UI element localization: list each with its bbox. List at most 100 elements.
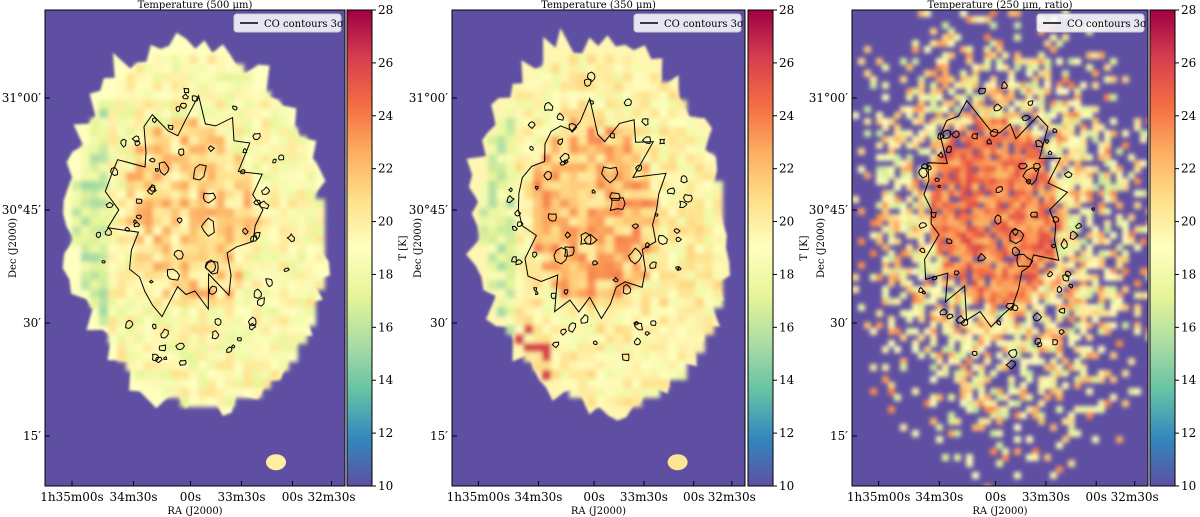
temperature-cell — [99, 280, 109, 290]
temperature-cell — [306, 271, 316, 281]
temperature-cell — [1098, 286, 1105, 293]
temperature-cell — [207, 325, 217, 335]
temperature-cell — [960, 238, 967, 245]
temperature-cell — [297, 253, 307, 263]
temperature-cell — [117, 271, 127, 281]
temperature-cell — [1008, 226, 1015, 233]
temperature-cell — [135, 145, 145, 155]
temperature-cell — [243, 136, 253, 146]
temperature-cell — [659, 199, 669, 209]
temperature-cell — [117, 208, 127, 218]
temperature-cell — [960, 214, 967, 221]
temperature-cell — [677, 154, 687, 164]
temperature-cell — [978, 376, 985, 383]
temperature-cell — [888, 274, 895, 281]
temperature-cell — [162, 334, 172, 344]
temperature-cell — [234, 163, 244, 173]
temperature-cell — [677, 343, 687, 353]
temperature-cell — [659, 145, 669, 155]
temperature-cell — [990, 136, 997, 143]
temperature-cell — [1134, 322, 1141, 329]
temperature-cell — [1140, 160, 1147, 167]
temperature-cell — [1134, 226, 1141, 233]
temperature-cell — [234, 127, 244, 137]
temperature-cell — [587, 127, 597, 137]
temperature-cell — [1020, 310, 1027, 317]
temperature-cell — [978, 274, 985, 281]
temperature-cell — [1074, 292, 1081, 299]
co-contour — [592, 260, 599, 266]
temperature-cell — [1008, 160, 1015, 167]
temperature-cell — [1080, 166, 1087, 173]
temperature-cell — [984, 376, 991, 383]
temperature-cell — [990, 184, 997, 191]
temperature-cell — [686, 145, 696, 155]
temperature-cell — [225, 370, 235, 380]
temperature-cell — [596, 190, 606, 200]
temperature-cell — [162, 181, 172, 191]
temperature-cell — [1080, 346, 1087, 353]
co-contour — [559, 152, 570, 163]
temperature-cell — [1062, 136, 1069, 143]
colorbar-tick-label: 14 — [779, 373, 795, 387]
temperature-cell — [996, 196, 1003, 203]
temperature-cell — [506, 199, 516, 209]
temperature-cell — [966, 202, 973, 209]
temperature-cell — [153, 64, 163, 74]
temperature-cell — [918, 256, 925, 263]
temperature-cell — [918, 262, 925, 269]
temperature-cell — [207, 64, 217, 74]
temperature-cell — [900, 76, 907, 83]
temperature-cell — [261, 352, 271, 362]
temperature-cell — [596, 361, 606, 371]
temperature-cell — [882, 166, 889, 173]
temperature-cell — [1038, 172, 1045, 179]
temperature-cell — [632, 325, 642, 335]
temperature-cell — [1008, 70, 1015, 77]
temperature-cell — [288, 307, 298, 317]
x-tick-label: 32m30s — [708, 490, 756, 504]
temperature-cell — [984, 112, 991, 119]
temperature-cell — [641, 127, 651, 137]
temperature-cell — [695, 190, 705, 200]
temperature-cell — [578, 280, 588, 290]
temperature-cell — [966, 136, 973, 143]
temperature-cell — [948, 184, 955, 191]
temperature-cell — [954, 214, 961, 221]
temperature-cell — [297, 154, 307, 164]
temperature-cell — [81, 172, 91, 182]
temperature-cell — [623, 217, 633, 227]
temperature-cell — [515, 262, 525, 272]
temperature-cell — [117, 127, 127, 137]
temperature-cell — [1026, 454, 1033, 461]
temperature-cell — [1044, 376, 1051, 383]
temperature-cell — [605, 199, 615, 209]
temperature-cell — [972, 268, 979, 275]
temperature-cell — [614, 343, 624, 353]
colorbar-tick-label: 26 — [378, 56, 393, 70]
temperature-cell — [497, 172, 507, 182]
temperature-cell — [1026, 106, 1033, 113]
temperature-cell — [533, 127, 543, 137]
temperature-cell — [506, 262, 516, 272]
temperature-cell — [912, 346, 919, 353]
temperature-cell — [261, 217, 271, 227]
temperature-cell — [198, 388, 208, 398]
temperature-cell — [623, 55, 633, 65]
temperature-cell — [713, 208, 723, 218]
temperature-cell — [297, 307, 307, 317]
temperature-cell — [279, 181, 289, 191]
temperature-cell — [641, 307, 651, 317]
colorbar-tick-label: 22 — [378, 162, 393, 176]
temperature-cell — [279, 316, 289, 326]
temperature-cell — [1062, 160, 1069, 167]
temperature-cell — [888, 328, 895, 335]
temperature-cell — [1014, 202, 1021, 209]
temperature-cell — [614, 73, 624, 83]
temperature-cell — [1038, 220, 1045, 227]
co-contour — [101, 260, 106, 264]
temperature-cell — [153, 199, 163, 209]
temperature-cell — [551, 190, 561, 200]
temperature-cell — [243, 190, 253, 200]
temperature-cell — [1080, 280, 1087, 287]
